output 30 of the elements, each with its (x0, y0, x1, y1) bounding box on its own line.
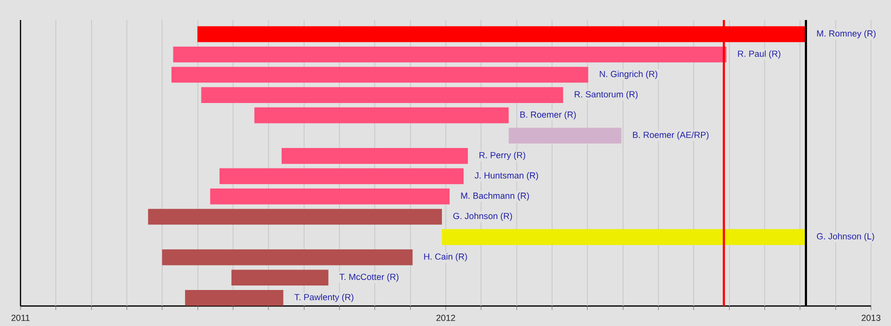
bar (185, 290, 284, 306)
bar (162, 249, 413, 266)
bar (231, 270, 328, 286)
bar (148, 208, 442, 225)
bar (254, 107, 509, 124)
y-tick-label: G. Johnson (R) (453, 212, 512, 221)
y-tick-label: M. Romney (R) (817, 30, 876, 38)
bar (442, 229, 806, 245)
y-tick-label: T. Pawlenty (R) (294, 294, 354, 302)
bar (171, 66, 588, 83)
y-tick-label: J. Huntsman (R) (474, 172, 538, 180)
y-tick-label: B. Roemer (R) (520, 111, 576, 120)
x-tick-label: 2011 (11, 314, 30, 321)
y-tick-label: G. Johnson (L) (816, 232, 874, 242)
x-tick-label: 2013 (862, 314, 880, 321)
bar (508, 128, 622, 144)
y-tick-label: N. Gingrich (R) (600, 70, 658, 79)
y-tick-label: B. Roemer (AE/RP) (633, 132, 709, 140)
bar (220, 168, 464, 184)
bar (201, 87, 564, 103)
bar (282, 148, 468, 164)
y-tick-label: R. Perry (R) (480, 152, 526, 160)
y-tick-label: R. Santorum (R) (574, 90, 638, 100)
y-tick-label: M. Bachmann (R) (461, 192, 529, 201)
y-tick-label: R. Paul (R) (738, 50, 780, 59)
y-tick-label: T. McCotter (R) (340, 274, 398, 282)
bar (173, 46, 726, 62)
y-tick-label: H. Cain (R) (424, 253, 467, 262)
x-tick-label: 2012 (436, 314, 456, 321)
bar (210, 188, 450, 204)
